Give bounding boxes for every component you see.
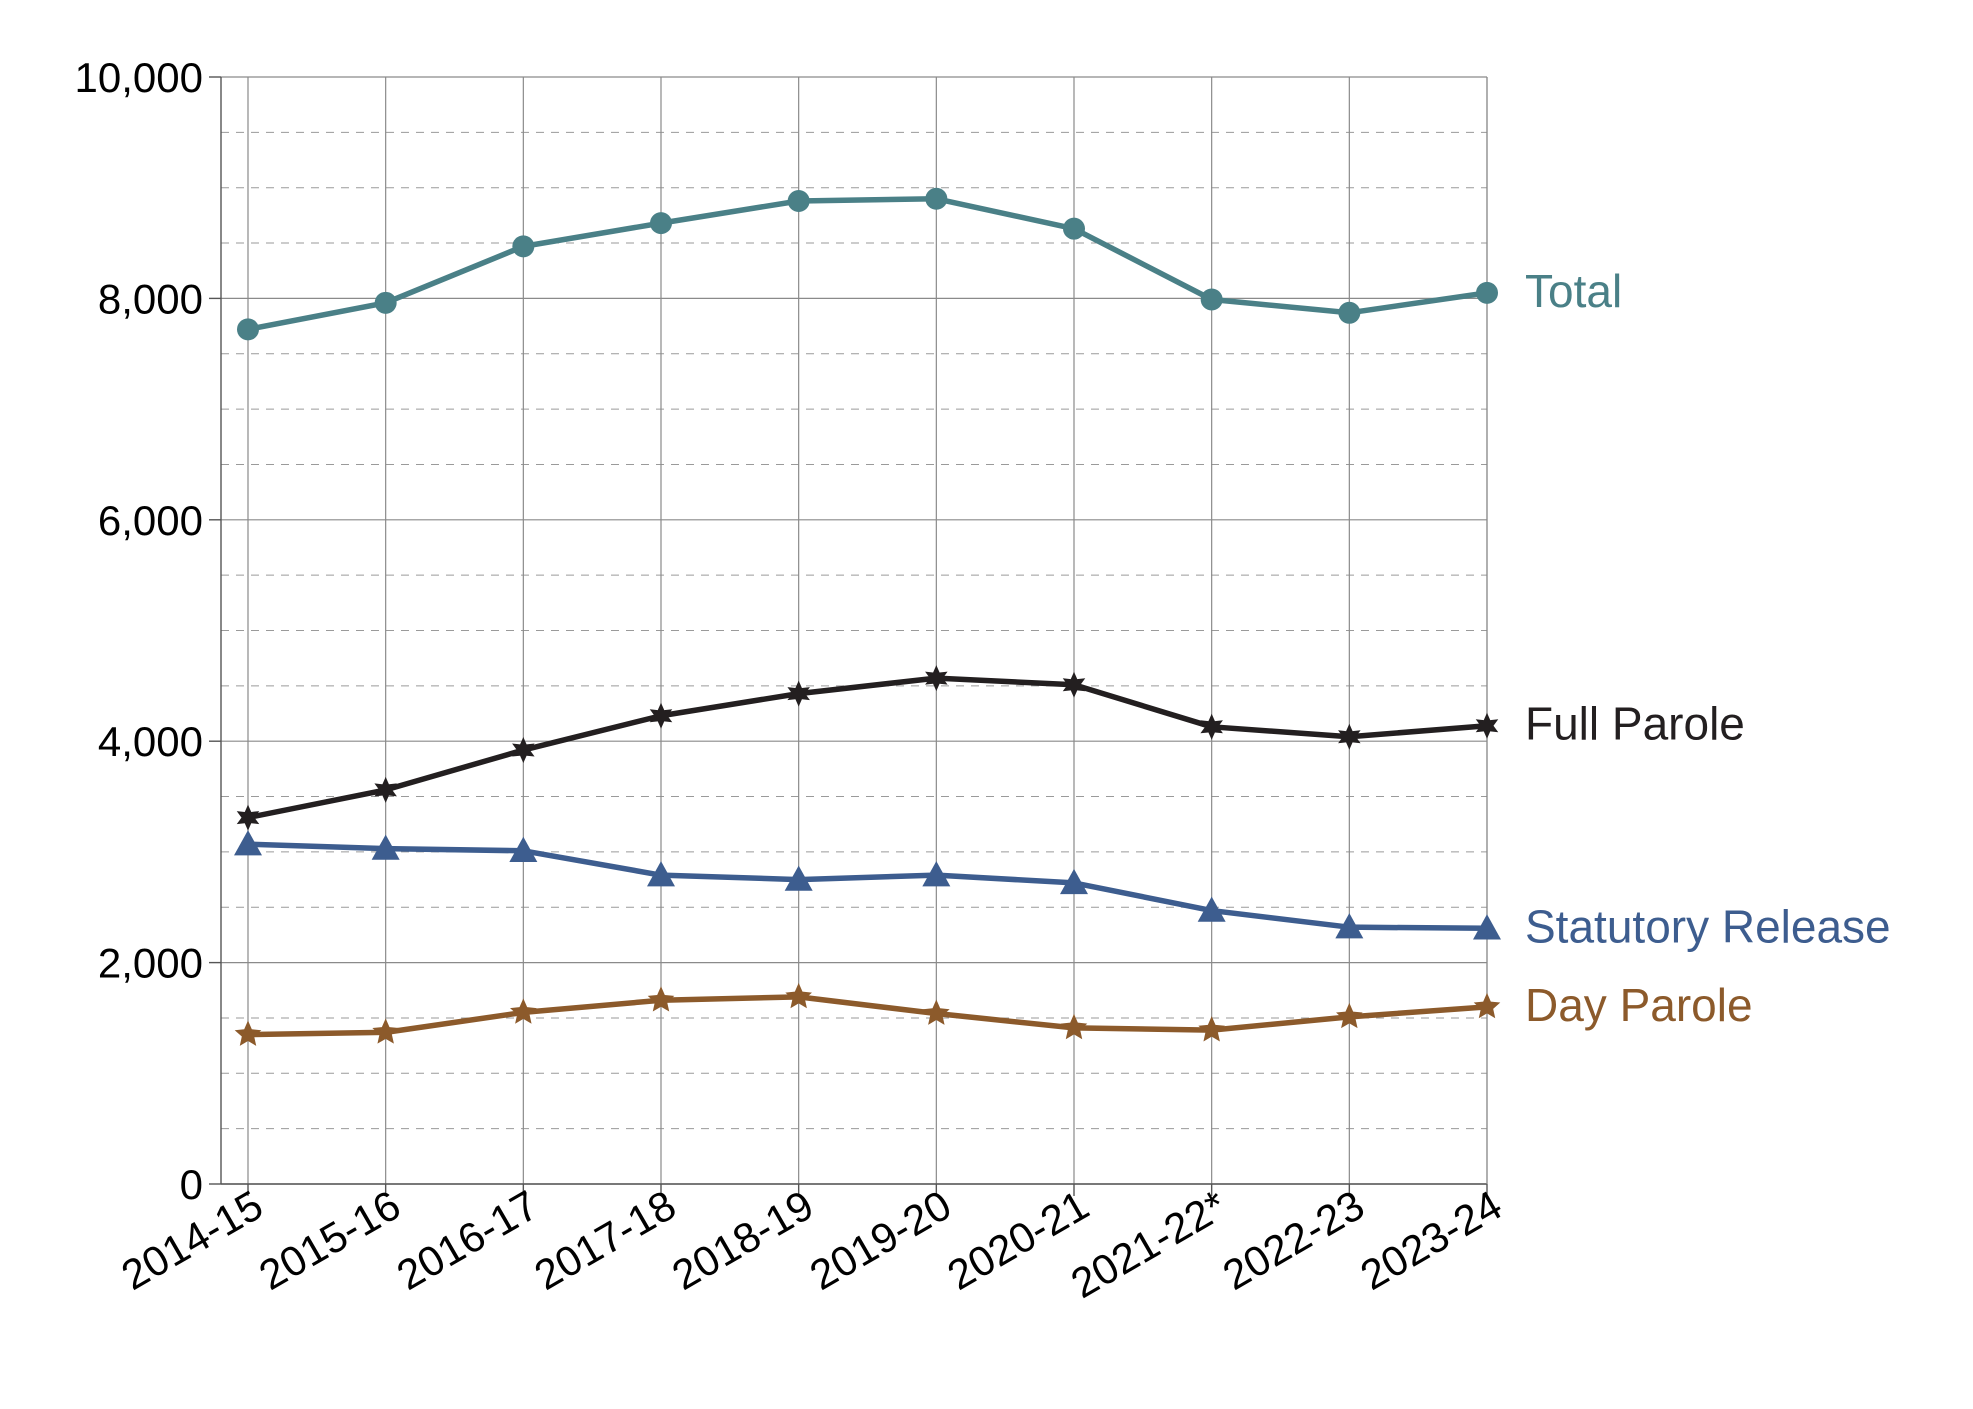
data-point-star xyxy=(787,680,810,707)
data-point-triangle xyxy=(1335,913,1364,939)
data-point-star xyxy=(1338,723,1361,750)
data-point-star xyxy=(236,804,260,831)
y-tick-label: 2,000 xyxy=(98,940,203,987)
data-point-circle xyxy=(374,291,397,314)
data-point-star xyxy=(1060,1013,1088,1040)
data-point-star xyxy=(1198,1016,1225,1042)
data-point-star xyxy=(785,982,812,1009)
data-point-star xyxy=(1473,992,1501,1019)
series-line xyxy=(245,841,1490,932)
data-point-circle xyxy=(1063,217,1085,240)
series-total xyxy=(237,187,1498,341)
data-point-star xyxy=(923,999,950,1025)
axes xyxy=(209,76,1488,1196)
y-axis-tick-labels: 0 2,000 4,000 6,000 8,000 10,000 xyxy=(75,54,203,1208)
y-tick-label: 8,000 xyxy=(98,275,203,322)
data-point-triangle xyxy=(1197,896,1226,922)
data-point-triangle xyxy=(784,865,813,891)
data-point-star xyxy=(512,737,535,764)
data-point-circle xyxy=(1200,288,1223,311)
data-point-star xyxy=(1062,671,1086,698)
x-tick-label: 2019-20 xyxy=(802,1181,959,1299)
data-point-star xyxy=(234,1020,262,1046)
data-point-triangle xyxy=(509,836,538,862)
x-tick-label: 2023-24 xyxy=(1353,1181,1510,1299)
data-point-circle xyxy=(1476,281,1498,304)
grid xyxy=(221,76,1488,1185)
data-point-star xyxy=(647,986,675,1012)
x-tick-label: 2015-16 xyxy=(251,1181,408,1299)
x-tick-label: 2018-19 xyxy=(664,1181,821,1299)
data-point-star xyxy=(1336,1002,1363,1029)
y-tick-label: 10,000 xyxy=(75,54,203,101)
series-line xyxy=(245,675,1490,821)
data-point-circle xyxy=(512,235,535,258)
y-tick-label: 4,000 xyxy=(98,718,203,765)
series-label: Day Parole xyxy=(1525,979,1753,1031)
data-point-triangle xyxy=(234,830,262,856)
data-point-star xyxy=(925,665,948,692)
series-group xyxy=(234,187,1501,1046)
x-tick-label: 2016-17 xyxy=(389,1181,546,1299)
series-line xyxy=(245,196,1490,333)
data-point-triangle xyxy=(1060,868,1088,895)
data-point-star xyxy=(1200,713,1223,740)
series-statutory-release xyxy=(234,830,1501,940)
x-axis-tick-labels: 2014-152015-162016-172017-182018-192019-… xyxy=(114,1181,1510,1307)
series-day-parole xyxy=(234,982,1501,1046)
data-point-star xyxy=(510,998,537,1024)
x-tick-label: 2021-22* xyxy=(1063,1181,1234,1307)
data-point-star xyxy=(1475,712,1499,739)
x-tick-label: 2022-23 xyxy=(1215,1181,1372,1299)
data-point-circle xyxy=(650,212,672,235)
series-full-parole xyxy=(236,665,1499,831)
data-point-star xyxy=(374,776,397,803)
series-labels: Total Full Parole Statutory Release Day Par… xyxy=(1525,265,1891,1031)
data-point-star xyxy=(649,702,673,729)
data-point-circle xyxy=(237,318,259,341)
data-point-circle xyxy=(925,187,948,210)
y-tick-label: 0 xyxy=(180,1161,203,1208)
data-point-star xyxy=(372,1018,399,1044)
x-tick-label: 2017-18 xyxy=(527,1181,684,1299)
y-tick-label: 6,000 xyxy=(98,497,203,544)
series-label: Statutory Release xyxy=(1525,900,1891,952)
data-point-triangle xyxy=(922,861,951,887)
data-point-triangle xyxy=(371,834,400,860)
data-point-circle xyxy=(1338,301,1361,324)
data-point-triangle xyxy=(647,861,675,887)
series-line xyxy=(245,994,1490,1038)
series-label: Full Parole xyxy=(1525,698,1745,750)
data-point-triangle xyxy=(1473,914,1501,940)
series-label: Total xyxy=(1525,265,1622,317)
data-point-circle xyxy=(787,189,810,212)
